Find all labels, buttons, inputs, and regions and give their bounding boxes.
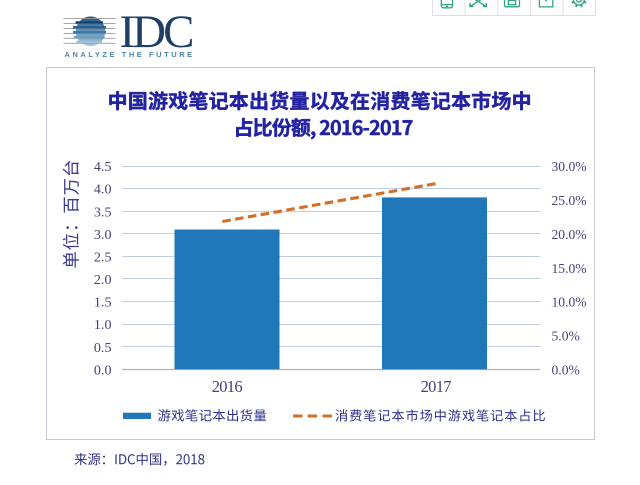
svg-text:3.0: 3.0 bbox=[94, 227, 112, 242]
svg-text:10.0%: 10.0% bbox=[552, 295, 587, 310]
svg-text:5.0%: 5.0% bbox=[552, 329, 580, 344]
svg-text:4.0: 4.0 bbox=[94, 182, 112, 197]
svg-text:20.0%: 20.0% bbox=[552, 227, 587, 242]
svg-text:3.5: 3.5 bbox=[94, 204, 112, 219]
svg-text:0.0: 0.0 bbox=[94, 362, 112, 377]
svg-text:ANALYZE THE FUTURE: ANALYZE THE FUTURE bbox=[65, 50, 195, 59]
svg-text:2016: 2016 bbox=[212, 377, 243, 396]
svg-text:30.0%: 30.0% bbox=[552, 159, 587, 174]
svg-text:2017: 2017 bbox=[421, 377, 452, 396]
svg-text:IDC: IDC bbox=[120, 6, 193, 58]
svg-text:25.0%: 25.0% bbox=[552, 193, 587, 208]
svg-text:4.5: 4.5 bbox=[94, 159, 112, 174]
svg-text:1.5: 1.5 bbox=[94, 295, 112, 310]
svg-text:0.5: 0.5 bbox=[94, 340, 112, 355]
svg-text:1.0: 1.0 bbox=[94, 317, 112, 332]
svg-text:0.0%: 0.0% bbox=[552, 362, 580, 377]
svg-text:2.5: 2.5 bbox=[94, 249, 112, 264]
svg-text:15.0%: 15.0% bbox=[552, 261, 587, 276]
svg-text:2.0: 2.0 bbox=[94, 272, 112, 287]
